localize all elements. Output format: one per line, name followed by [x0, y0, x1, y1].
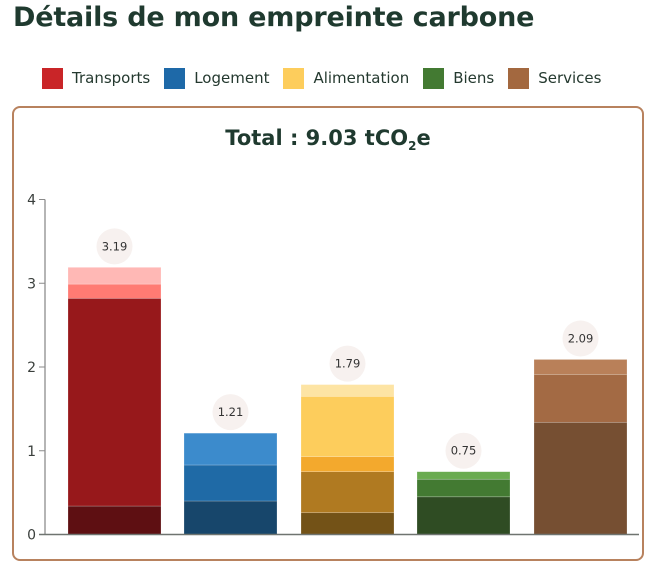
legend-swatch-alimentation [283, 67, 305, 89]
bar-segment-alimentation[interactable] [300, 512, 395, 535]
value-bubble [96, 228, 133, 265]
bar-segment-services[interactable] [533, 359, 628, 375]
legend-label-biens: Biens [453, 69, 495, 87]
legend-swatch-logement [164, 67, 186, 89]
value-bubble [445, 432, 482, 469]
stacked-bar-chart: 0 1 2 3 4 3.19 1.21 1.79 0.75 2.09 [27, 193, 639, 544]
legend-swatch-services [508, 67, 530, 89]
value-label-services: 2.09 [568, 331, 594, 345]
bar-segment-logement[interactable] [183, 464, 278, 502]
y-tick-label: 4 [27, 193, 36, 209]
total-subscript: 2 [408, 139, 417, 153]
y-tick-label: 1 [27, 444, 36, 460]
bar-segment-transports[interactable] [67, 283, 162, 299]
value-label-biens: 0.75 [451, 444, 477, 458]
legend-item-services[interactable]: Services [508, 67, 602, 89]
value-bubble [562, 320, 599, 357]
legend-item-biens[interactable]: Biens [423, 67, 495, 89]
legend-label-logement: Logement [194, 69, 270, 87]
total-footprint: Total : 9.03 tCO2e [14, 126, 642, 153]
bar-segment-logement[interactable] [183, 432, 278, 466]
bar-segment-transports[interactable] [67, 298, 162, 507]
value-bubble [212, 394, 249, 431]
legend-label-services: Services [538, 69, 602, 87]
y-tick-label: 2 [27, 360, 36, 376]
bar-segment-alimentation[interactable] [300, 396, 395, 457]
bar-segment-transports[interactable] [67, 505, 162, 535]
legend-item-alimentation[interactable]: Alimentation [283, 67, 410, 89]
bar-segment-biens[interactable] [416, 496, 511, 535]
legend-item-transports[interactable]: Transports [42, 67, 151, 89]
value-label-alimentation: 1.79 [335, 357, 361, 371]
total-prefix: Total : 9.03 tCO [225, 126, 409, 150]
legend-label-transports: Transports [72, 69, 151, 87]
total-suffix: e [416, 126, 431, 150]
value-bubble [329, 345, 366, 382]
y-tick-label: 3 [27, 276, 36, 292]
bar-segment-services[interactable] [533, 374, 628, 423]
bar-segment-alimentation[interactable] [300, 384, 395, 397]
legend-swatch-transports [42, 67, 63, 89]
legend-label-alimentation: Alimentation [313, 69, 410, 87]
value-label-transports: 3.19 [102, 239, 128, 253]
bar-segment-transports[interactable] [67, 267, 162, 285]
legend-swatch-biens [423, 67, 445, 89]
chart-legend: Transports Logement Alimentation Biens S… [42, 67, 615, 89]
bar-segment-services[interactable] [533, 421, 628, 535]
bar-segment-alimentation[interactable] [300, 456, 395, 472]
bar-segment-biens[interactable] [416, 478, 511, 498]
bar-segment-logement[interactable] [183, 500, 278, 535]
y-tick-label: 0 [27, 528, 36, 544]
bar-segment-alimentation[interactable] [300, 471, 395, 514]
page-title: Détails de mon empreinte carbone [13, 2, 535, 33]
value-label-logement: 1.21 [218, 405, 244, 419]
bar-segment-biens[interactable] [416, 471, 511, 480]
legend-item-logement[interactable]: Logement [164, 67, 270, 89]
chart-card: Total : 9.03 tCO2e 0 1 2 3 4 3.19 1.21 1.79 0.75… [12, 106, 644, 561]
